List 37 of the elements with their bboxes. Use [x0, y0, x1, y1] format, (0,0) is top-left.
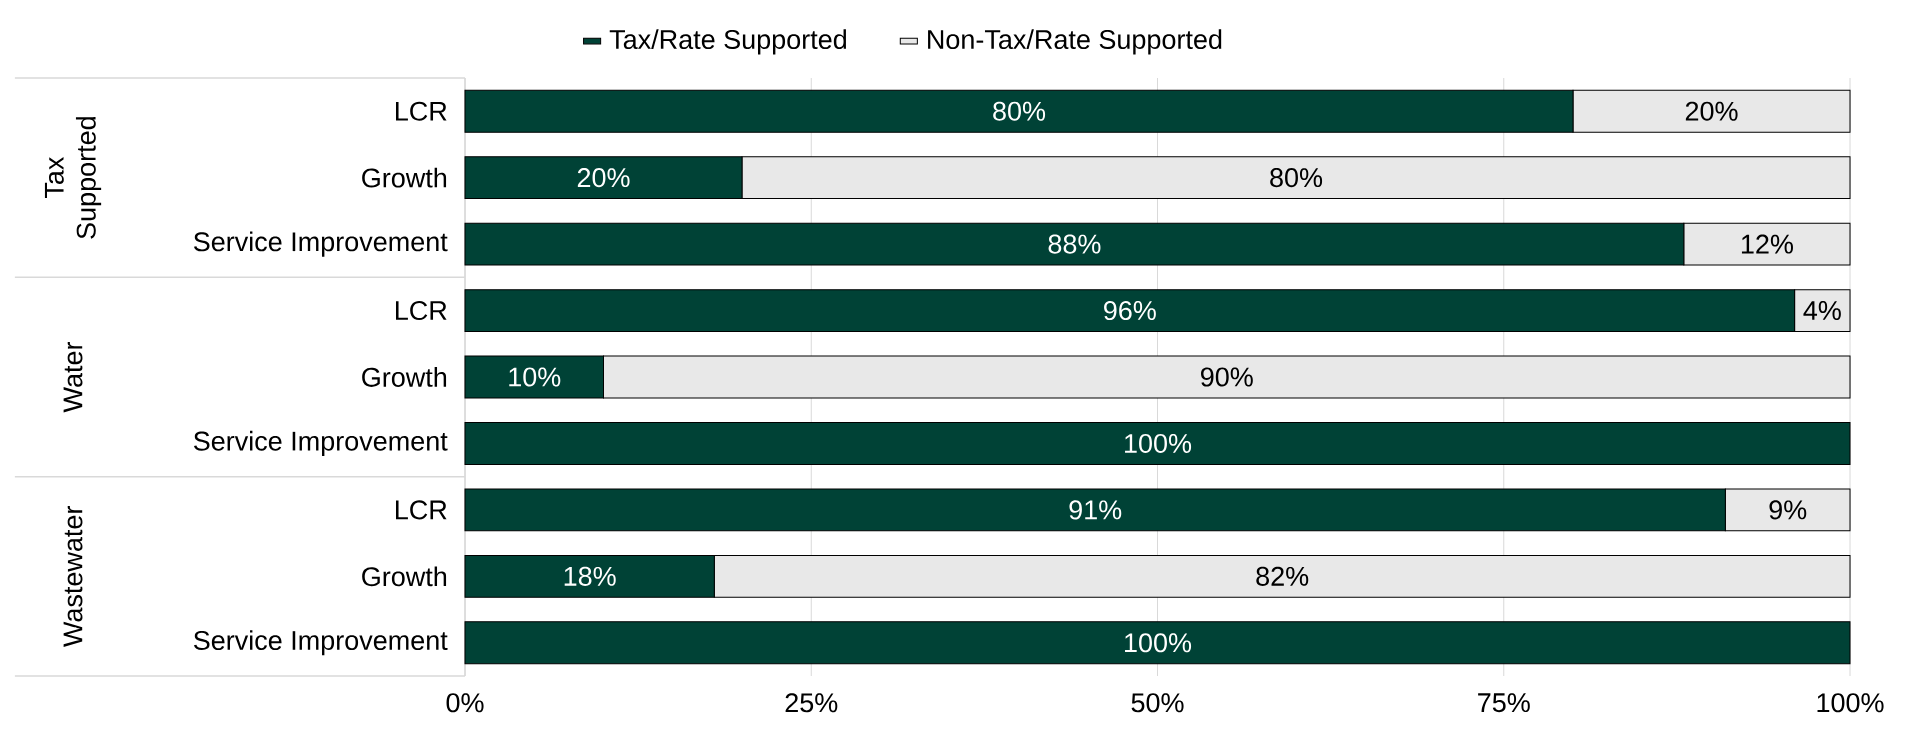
- x-tick-label: 100%: [1817, 693, 1884, 713]
- data-label: 82%: [1256, 566, 1309, 586]
- legend-label: Tax/Rate Supported: [609, 29, 847, 55]
- x-tick-label: 75%: [1478, 693, 1530, 713]
- data-label: 80%: [993, 101, 1046, 121]
- data-label: 18%: [564, 566, 616, 586]
- data-label: 20%: [1685, 101, 1738, 121]
- y-tick-label: Service Improvement: [193, 630, 448, 656]
- data-label: 20%: [577, 168, 630, 188]
- y-tick-label: Growth: [362, 566, 447, 587]
- bar: [464, 621, 1851, 665]
- data-label: 88%: [1048, 234, 1101, 254]
- data-label: 80%: [1270, 168, 1323, 188]
- data-label: 100%: [1125, 433, 1192, 453]
- data-label: 91%: [1069, 500, 1122, 520]
- data-label: 10%: [509, 367, 561, 387]
- y-tick-label: Growth: [362, 367, 447, 387]
- data-label: 12%: [1741, 234, 1793, 254]
- y-tick-label: Service Improvement: [193, 430, 448, 457]
- y-tick-label: LCR: [396, 500, 447, 520]
- text: Tax Supported: [44, 117, 102, 239]
- x-tick-label: 0%: [446, 693, 484, 713]
- bar: [464, 422, 1851, 465]
- data-label: 4%: [1803, 301, 1841, 320]
- x-tick-label: 25%: [785, 693, 838, 713]
- data-label: 9%: [1769, 500, 1807, 520]
- y-tick-label: LCR: [396, 301, 447, 321]
- x-tick-label: 50%: [1131, 693, 1184, 713]
- y-tick-label: Growth: [362, 167, 447, 188]
- data-label: 96%: [1104, 300, 1156, 321]
- text: Wastewater: [63, 506, 83, 647]
- text: Water: [63, 341, 83, 413]
- data-label: 100%: [1125, 633, 1192, 653]
- y-tick-label: Service Improvement: [193, 231, 448, 257]
- data-label: 90%: [1201, 367, 1253, 387]
- y-tick-label: LCR: [396, 101, 447, 121]
- legend-label: Non-Tax/Rate Supported: [928, 29, 1222, 55]
